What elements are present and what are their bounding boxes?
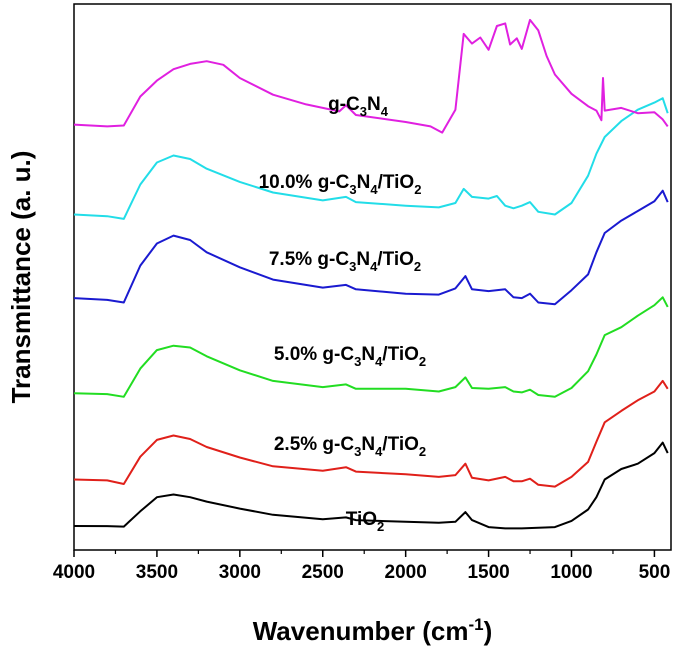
series-label-5: g-C3N4 <box>328 94 389 119</box>
x-axis-title-end: ) <box>484 616 493 646</box>
x-tick-label: 2000 <box>385 562 427 583</box>
series-labels: TiO2 2.5% g-C3N4/TiO2 5.0% g-C3N4/TiO2 7.5%… <box>259 94 427 534</box>
series-lines <box>73 18 669 530</box>
x-tick-label: 3500 <box>136 562 178 583</box>
x-tick-label: 2500 <box>302 562 344 583</box>
plot-area-border <box>73 3 672 551</box>
series-line-2 <box>73 296 669 398</box>
x-tick-label: 500 <box>639 562 671 583</box>
x-tick-label: 1000 <box>550 562 592 583</box>
series-label-0: TiO2 <box>346 509 385 534</box>
x-axis-ticks: 4000 3500 3000 2500 2000 1500 1000 500 <box>53 550 670 583</box>
series-line-5 <box>73 18 669 134</box>
x-tick-label: 3000 <box>219 562 261 583</box>
y-axis-title: Transmittance (a. u.) <box>6 151 36 404</box>
x-axis-title: Wavenumber (cm-1) <box>253 615 493 646</box>
series-label-2: 5.0% g-C3N4/TiO2 <box>274 344 426 369</box>
series-line-1 <box>73 379 669 488</box>
x-tick-label: 4000 <box>53 562 95 583</box>
series-line-3 <box>73 189 669 306</box>
plot-frame <box>73 3 672 551</box>
series-label-3: 7.5% g-C3N4/TiO2 <box>269 249 421 274</box>
x-axis-title-sup: -1 <box>468 615 483 634</box>
series-label-1: 2.5% g-C3N4/TiO2 <box>274 434 426 459</box>
x-axis-title-main: Wavenumber (cm <box>253 616 469 646</box>
series-label-4: 10.0% g-C3N4/TiO2 <box>259 172 422 197</box>
series-line-0 <box>73 441 669 530</box>
series-line-4 <box>73 97 669 220</box>
x-tick-label: 1500 <box>467 562 509 583</box>
